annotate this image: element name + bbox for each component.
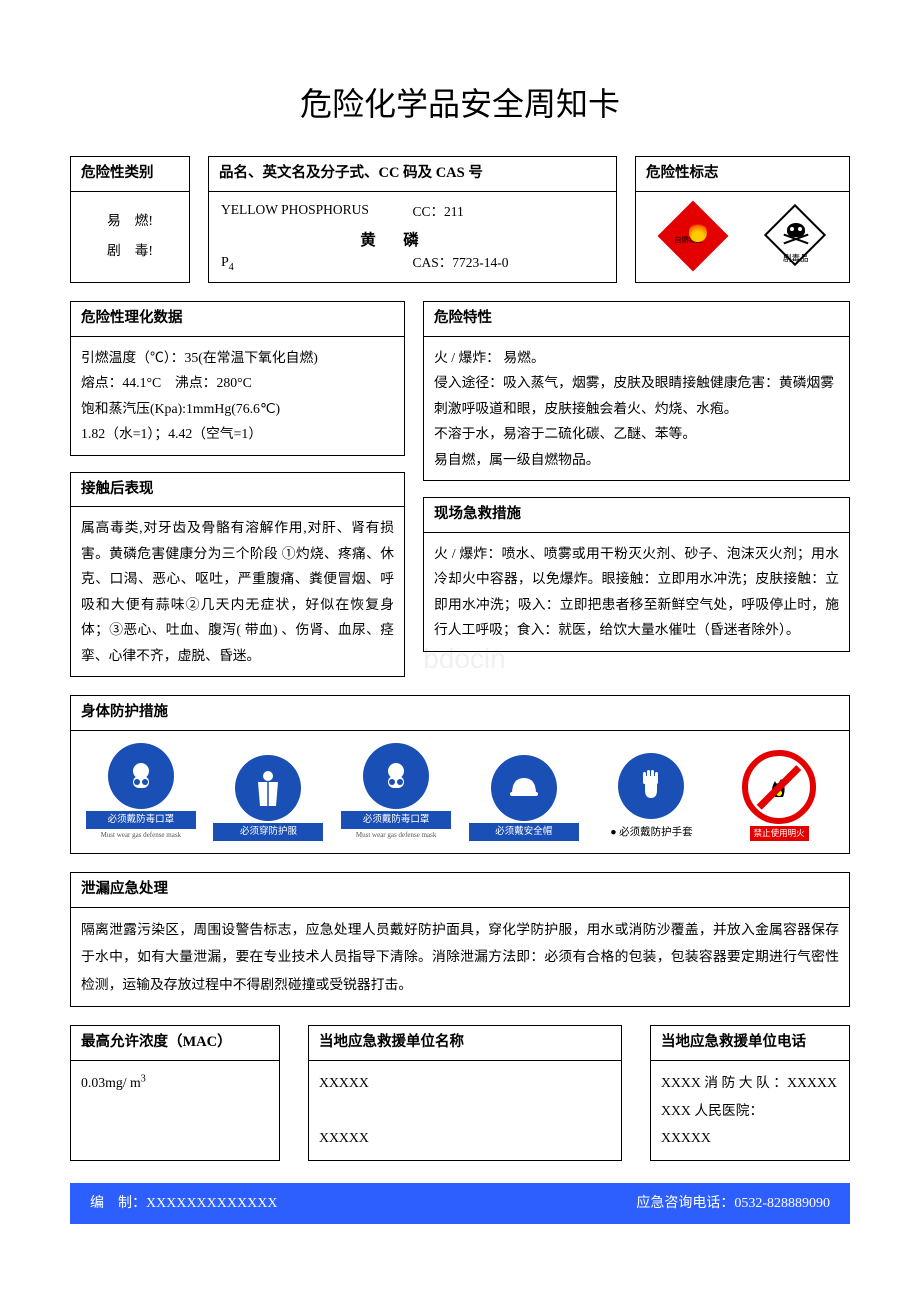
flammable-sign-icon: 自燃物品	[658, 201, 728, 271]
ppe-row: 必须戴防毒口罩 Must wear gas defense mask 必须穿防护…	[71, 731, 849, 853]
tel-body: XXXX 消 防 大 队 ：XXXXX XXX 人民医院： XXXXX	[651, 1061, 849, 1160]
page-title: 危险化学品安全周知卡	[70, 80, 850, 128]
tel-box: 当地应急救援单位电话 XXXX 消 防 大 队 ：XXXXX XXX 人民医院：…	[650, 1025, 850, 1161]
toxic-sign-icon: 剧毒品	[765, 205, 827, 267]
hazard-char-body: 火 / 爆炸： 易燃。 侵入途径：吸入蒸气，烟雾，皮肤及眼睛接触健康危害：黄磷烟…	[424, 337, 849, 481]
category-box: 危险性类别 易 燃! 剧 毒!	[70, 156, 190, 283]
spill-box: 泄漏应急处理 隔离泄露污染区，周围设警告标志，应急处理人员戴好防护面具，穿化学防…	[70, 872, 850, 1008]
ppe-mask-icon: 必须戴防毒口罩 Must wear gas defense mask	[86, 743, 196, 841]
exposure-box: 接触后表现 属高毒类,对牙齿及骨骼有溶解作用,对肝、肾有损害。黄磷危害健康分为三…	[70, 472, 405, 678]
row2-left-col: 危险性理化数据 引燃温度（℃）：35(在常温下氧化自燃) 熔点：44.1°C 沸…	[70, 301, 405, 678]
name-box: 品名、英文名及分子式、CC 码及 CAS 号 YELLOW PHOSPHORUS…	[208, 156, 617, 283]
sign-body: 自燃物品 剧毒品	[636, 192, 849, 280]
cas-number: CAS：7723-14-0	[413, 251, 509, 276]
mac-header: 最高允许浓度（MAC）	[71, 1026, 279, 1061]
category-line1: 易 燃!	[77, 206, 183, 236]
category-body: 易 燃! 剧 毒!	[71, 192, 189, 281]
row2-right-col: 危险特性 火 / 爆炸： 易燃。 侵入途径：吸入蒸气，烟雾，皮肤及眼睛接触健康危…	[423, 301, 850, 678]
unit-header: 当地应急救援单位名称	[309, 1026, 621, 1061]
row-5: 最高允许浓度（MAC） 0.03mg/ m3 当地应急救援单位名称 XXXXX …	[70, 1025, 850, 1161]
firstaid-box: 现场急救措施 火 / 爆炸：喷水、喷雾或用干粉灭火剂、砂子、泡沫灭火剂；用水冷却…	[423, 497, 850, 652]
row-2: 危险性理化数据 引燃温度（℃）：35(在常温下氧化自燃) 熔点：44.1°C 沸…	[70, 301, 850, 678]
name-body: YELLOW PHOSPHORUS CC：211 黄 磷 P4 CAS：7723…	[209, 192, 616, 282]
mac-box: 最高允许浓度（MAC） 0.03mg/ m3	[70, 1025, 280, 1161]
hazard-char-header: 危险特性	[424, 302, 849, 337]
sign-header: 危险性标志	[636, 157, 849, 192]
spill-header: 泄漏应急处理	[71, 873, 849, 908]
firstaid-header: 现场急救措施	[424, 498, 849, 533]
footer-bar: 编 制：XXXXXXXXXXXXX 应急咨询电话：0532-828889090	[70, 1183, 850, 1224]
phys-header: 危险性理化数据	[71, 302, 404, 337]
sign-box: 危险性标志 自燃物品 剧毒品	[635, 156, 850, 283]
ppe-helmet-icon: 必须戴安全帽	[469, 755, 579, 841]
exposure-header: 接触后表现	[71, 473, 404, 508]
hazard-char-box: 危险特性 火 / 爆炸： 易燃。 侵入途径：吸入蒸气，烟雾，皮肤及眼睛接触健康危…	[423, 301, 850, 481]
tel-header: 当地应急救援单位电话	[651, 1026, 849, 1061]
name-header: 品名、英文名及分子式、CC 码及 CAS 号	[209, 157, 616, 192]
cc-code: CC：211	[413, 200, 464, 225]
category-header: 危险性类别	[71, 157, 189, 192]
row-1: 危险性类别 易 燃! 剧 毒! 品名、英文名及分子式、CC 码及 CAS 号 Y…	[70, 156, 850, 283]
spill-body: 隔离泄露污染区，周围设警告标志，应急处理人员戴好防护面具，穿化学防护服，用水或消…	[71, 908, 849, 1007]
firstaid-body: 火 / 爆炸：喷水、喷雾或用干粉灭火剂、砂子、泡沫灭火剂；用水冷却火中容器，以免…	[424, 533, 849, 651]
unit-box: 当地应急救援单位名称 XXXXX XXXXX	[308, 1025, 622, 1161]
ppe-suit-icon: 必须穿防护服	[213, 755, 323, 841]
ppe-mask2-icon: 必须戴防毒口罩 Must wear gas defense mask	[341, 743, 451, 841]
phys-body: 引燃温度（℃）：35(在常温下氧化自燃) 熔点：44.1°C 沸点：280°C …	[71, 337, 404, 455]
formula: P4	[221, 250, 234, 277]
footer-right: 应急咨询电话：0532-828889090	[636, 1193, 830, 1214]
ppe-box: 身体防护措施 必须戴防毒口罩 Must wear gas defense mas…	[70, 695, 850, 854]
ppe-no-fire-icon: 禁止使用明火	[724, 750, 834, 841]
category-line2: 剧 毒!	[77, 236, 183, 266]
footer-left: 编 制：XXXXXXXXXXXXX	[90, 1193, 277, 1214]
ppe-gloves-icon: ● 必须戴防护手套	[596, 753, 706, 841]
unit-body: XXXXX XXXXX	[309, 1061, 621, 1160]
ppe-header: 身体防护措施	[71, 696, 849, 731]
exposure-body: 属高毒类,对牙齿及骨骼有溶解作用,对肝、肾有损害。黄磷危害健康分为三个阶段 ①灼…	[71, 507, 404, 676]
mac-body: 0.03mg/ m3	[71, 1061, 279, 1151]
phys-box: 危险性理化数据 引燃温度（℃）：35(在常温下氧化自燃) 熔点：44.1°C 沸…	[70, 301, 405, 456]
